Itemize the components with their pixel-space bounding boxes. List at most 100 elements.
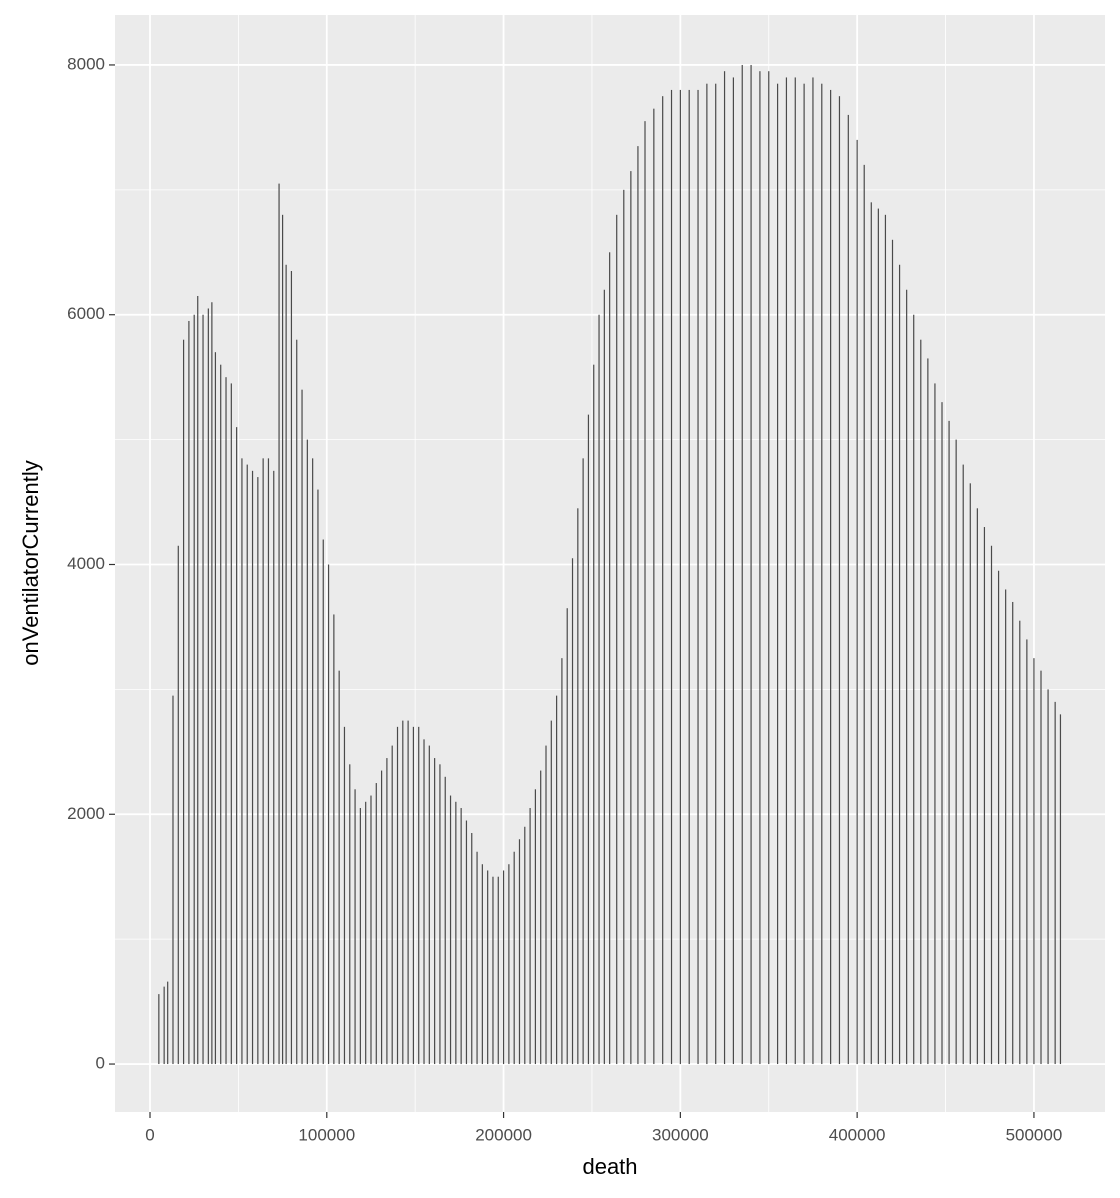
bar [301, 389, 303, 1065]
bar [312, 458, 314, 1065]
bar [487, 870, 489, 1065]
bar [359, 808, 361, 1065]
bar [688, 89, 690, 1065]
bar [593, 364, 595, 1065]
x-tick-label: 100000 [298, 1125, 355, 1144]
bar [518, 839, 521, 1065]
y-tick-label: 2000 [67, 804, 105, 823]
bar [306, 439, 308, 1065]
y-tick-label: 4000 [67, 554, 105, 573]
bar [193, 314, 195, 1065]
bar [566, 608, 568, 1065]
bar [803, 83, 805, 1065]
bar [273, 470, 275, 1065]
bar [812, 77, 814, 1065]
bar [997, 570, 1000, 1065]
bar [976, 508, 978, 1065]
x-tick-label: 0 [145, 1125, 154, 1144]
bar [246, 464, 248, 1065]
bar [870, 202, 872, 1065]
y-axis-title: onVentilatorCurrently [18, 460, 43, 665]
bar [211, 302, 213, 1065]
bar [236, 427, 238, 1065]
bar [317, 489, 319, 1065]
bar [182, 339, 185, 1065]
bar [898, 264, 901, 1065]
bar [167, 981, 169, 1065]
bar [380, 770, 383, 1065]
bar [741, 64, 743, 1065]
bar [465, 820, 468, 1065]
bar [830, 89, 832, 1065]
bar [644, 121, 646, 1065]
bar [653, 108, 655, 1065]
bar [856, 139, 858, 1065]
bar [732, 77, 734, 1065]
bar [863, 164, 865, 1065]
bar [333, 614, 335, 1065]
bar [202, 314, 204, 1065]
bar [220, 364, 222, 1065]
x-axis-title: death [582, 1154, 637, 1179]
bar [571, 558, 574, 1065]
y-tick-label: 6000 [67, 304, 105, 323]
bar [163, 986, 165, 1065]
x-tick-label: 400000 [829, 1125, 886, 1144]
y-tick-label: 0 [96, 1054, 105, 1073]
bar [455, 801, 457, 1065]
bar [545, 745, 547, 1065]
bar [197, 295, 199, 1065]
bar [471, 833, 473, 1065]
bar [962, 464, 964, 1065]
bar [637, 146, 639, 1065]
bar [706, 83, 708, 1065]
bar [207, 308, 209, 1065]
y-tick-label: 8000 [67, 54, 105, 73]
bar [524, 826, 526, 1065]
bar [759, 71, 761, 1065]
bar [322, 539, 324, 1065]
bar [296, 339, 298, 1065]
bar [920, 339, 922, 1065]
bar [391, 745, 393, 1065]
x-tick-label: 200000 [475, 1125, 532, 1144]
bar [679, 89, 681, 1065]
bar [513, 851, 515, 1065]
bar [449, 795, 452, 1065]
bar [290, 271, 293, 1065]
bar [375, 783, 377, 1065]
bar [460, 808, 462, 1065]
bar [349, 764, 351, 1065]
bar [338, 670, 340, 1065]
bar [1054, 701, 1056, 1065]
bar [529, 808, 531, 1065]
bar [354, 789, 356, 1065]
bar [623, 189, 625, 1065]
bar [251, 470, 254, 1065]
bar [1059, 714, 1062, 1065]
bar [550, 720, 552, 1065]
bar [877, 208, 879, 1065]
bar [492, 876, 494, 1065]
bar [906, 289, 908, 1065]
bar [884, 214, 887, 1065]
bar [407, 720, 409, 1065]
bar [177, 545, 179, 1065]
bar [587, 414, 590, 1065]
bar [630, 171, 632, 1065]
bar [1040, 670, 1042, 1065]
bar [370, 795, 372, 1065]
bar [158, 994, 160, 1065]
bar [847, 114, 849, 1065]
bar [697, 89, 699, 1065]
bar [540, 770, 542, 1065]
bar [214, 352, 217, 1065]
bar [262, 458, 264, 1065]
bar [502, 870, 505, 1065]
bar [1012, 601, 1014, 1065]
bar [927, 358, 929, 1065]
bar [225, 377, 227, 1065]
bar [1026, 639, 1028, 1065]
bar [561, 658, 563, 1065]
bar [508, 864, 510, 1065]
